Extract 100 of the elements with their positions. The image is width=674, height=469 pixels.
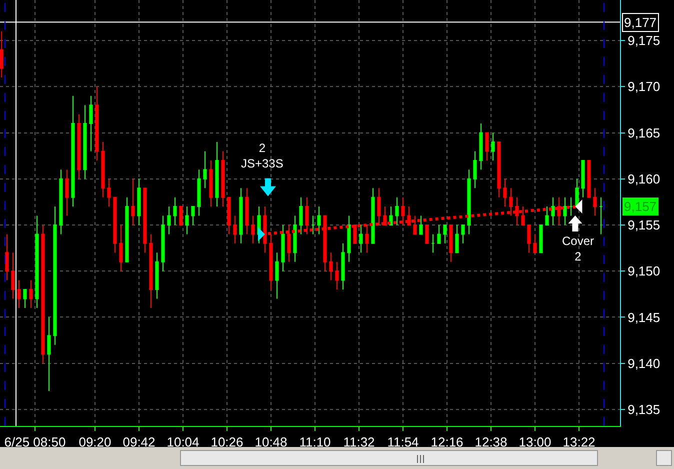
candlestick — [77, 114, 81, 180]
candlestick — [581, 160, 585, 198]
annotation: Cover 2 — [562, 234, 594, 264]
candlestick — [83, 104, 87, 180]
x-tick-label: 11:54 — [387, 434, 419, 450]
candlestick — [329, 252, 333, 281]
candlestick — [179, 206, 183, 226]
candlestick — [371, 188, 375, 244]
candlestick — [395, 196, 399, 226]
candlestick — [467, 169, 471, 235]
candlestick — [197, 169, 201, 216]
candlestick — [155, 252, 159, 300]
candlestick — [593, 188, 597, 216]
candlestick — [137, 178, 141, 226]
y-tick-label: 9,135 — [628, 402, 660, 417]
candlestick — [425, 224, 429, 244]
candlestick — [545, 206, 549, 226]
candlestick — [41, 224, 45, 364]
x-tick-label: 12:16 — [430, 434, 464, 450]
candlestick — [251, 215, 255, 244]
candlestick — [275, 252, 279, 300]
x-tick-label: 10:48 — [254, 434, 288, 450]
candlestick — [341, 242, 345, 290]
candlestick — [125, 196, 129, 262]
candlestick — [191, 206, 195, 226]
candlestick — [533, 234, 537, 254]
x-tick-label: 10:26 — [210, 434, 244, 450]
candlestick — [29, 280, 33, 308]
y-tick-label: 9,160 — [628, 171, 660, 186]
candlestick — [227, 196, 231, 235]
x-tick-label: 13:22 — [562, 434, 596, 450]
candlestick — [455, 224, 459, 254]
candlestick — [161, 215, 165, 272]
candlestick — [221, 150, 225, 208]
candlestick — [119, 224, 123, 272]
annotation: 2 JS+33S — [241, 141, 284, 171]
candlestick — [503, 178, 507, 208]
candlestick — [551, 196, 555, 226]
candlestick — [0, 30, 4, 78]
candlestick — [461, 224, 465, 244]
x-tick-label: 10:04 — [166, 434, 200, 450]
candlestick — [185, 206, 189, 235]
y-tick-label: 9,175 — [628, 33, 660, 48]
candlestick — [491, 132, 495, 161]
candlestick — [347, 215, 351, 262]
candlestick — [575, 178, 579, 208]
candlestick — [599, 196, 603, 235]
y-tick-label: 9,145 — [628, 310, 660, 325]
y-tick-label: 9,155 — [628, 218, 660, 233]
candlestick — [449, 224, 453, 262]
candlestick — [359, 224, 363, 254]
candlestick — [431, 234, 435, 254]
candlestick — [113, 196, 117, 254]
candlestick — [59, 169, 63, 235]
candlestick — [143, 188, 147, 254]
candlestick — [107, 178, 111, 208]
candlestick — [281, 224, 285, 272]
candlestick — [245, 188, 249, 235]
candlestick — [419, 215, 423, 235]
candlestick — [95, 86, 99, 161]
x-tick-label: 09:20 — [78, 434, 112, 450]
candlestick — [17, 280, 21, 308]
y-tick-label: 9,165 — [628, 125, 660, 140]
x-tick-label: 11:32 — [343, 434, 375, 450]
x-tick-label: 11:10 — [299, 434, 331, 450]
x-tick-label: 12:38 — [474, 434, 508, 450]
candlestick — [527, 224, 531, 254]
candlestick — [23, 289, 27, 308]
candlestick — [215, 142, 219, 208]
candlestick — [65, 169, 69, 216]
candlestick — [89, 95, 93, 152]
candlestick — [131, 178, 135, 226]
candlestick — [479, 123, 483, 170]
ref-line-label: 9,177 — [624, 15, 657, 30]
y-tick-label: 9,170 — [628, 79, 660, 94]
candlestick — [173, 196, 177, 226]
candlestick — [485, 132, 489, 161]
candlestick — [473, 150, 477, 189]
candlestick — [587, 160, 591, 198]
y-tick-label: 9,140 — [628, 356, 660, 371]
text: 9,157 — [624, 199, 657, 214]
candlestick — [311, 215, 315, 235]
candlestick — [167, 206, 171, 235]
candlestick — [437, 224, 441, 244]
candlestick — [539, 224, 543, 254]
candlestick — [299, 196, 303, 235]
candlestick — [35, 215, 39, 308]
candlestick — [497, 142, 501, 198]
candlestick — [293, 215, 297, 262]
x-tick-label: 6/25 08:50 — [4, 434, 66, 450]
candlestick — [203, 150, 207, 189]
candlestick — [11, 252, 15, 300]
x-tick-label: 13:00 — [518, 434, 552, 450]
x-tick-label: 09:42 — [122, 434, 156, 450]
candlestick — [233, 215, 237, 244]
candlestick — [389, 206, 393, 226]
candlestick — [53, 206, 57, 346]
y-tick-label: 9,150 — [628, 264, 660, 279]
candlestick — [563, 196, 567, 226]
candlestick — [101, 142, 105, 198]
